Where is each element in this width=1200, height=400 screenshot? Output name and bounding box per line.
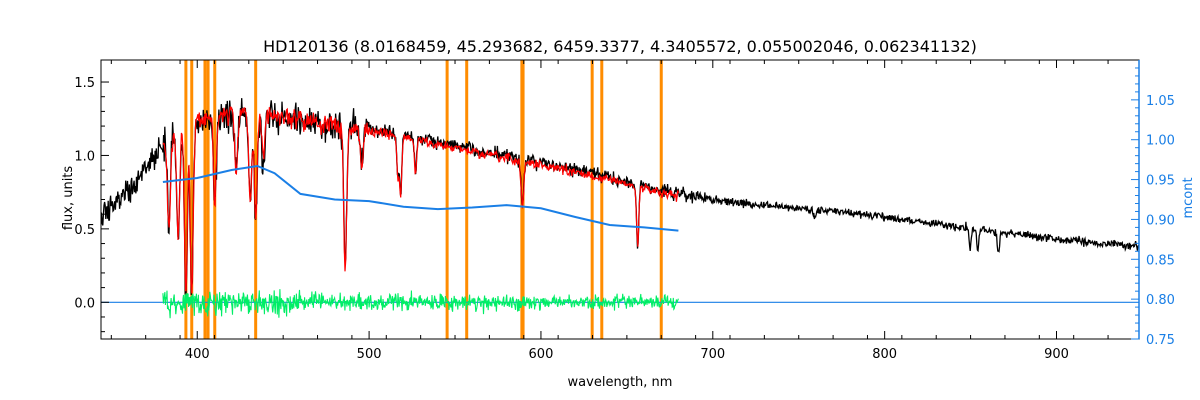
model-spectrum-line [162, 106, 679, 294]
x-tick-label: 500 [357, 347, 382, 362]
y2-tick-label: 0.80 [1146, 293, 1175, 308]
right-axis-label: mcont [1181, 177, 1196, 218]
x-tick-label: 400 [185, 347, 210, 362]
continuum-line [162, 164, 679, 232]
y-axis-label: flux, units [61, 166, 76, 231]
x-tick-label: 800 [872, 347, 897, 362]
y2-tick-label: 0.85 [1146, 253, 1175, 268]
y-tick-label: 1.5 [74, 76, 95, 91]
x-tick-label: 900 [1044, 347, 1069, 362]
x-axis-label: wavelength, nm [568, 375, 673, 390]
y-tick-label: 0.0 [74, 296, 95, 311]
x-tick-label: 600 [529, 347, 554, 362]
y2-tick-label: 0.95 [1146, 174, 1175, 189]
y2-tick-label: 1.05 [1146, 94, 1175, 109]
y2-tick-label: 0.75 [1146, 333, 1175, 348]
axes: 400 500 600 700 800 900 0.0 0.5 1.0 1.5 0.75 0.80 0.… [74, 59, 1175, 362]
y-tick-label: 0.5 [74, 223, 95, 238]
y2-tick-label: 0.90 [1146, 213, 1175, 228]
chart-title: HD120136 (8.0168459, 45.293682, 6459.337… [263, 37, 977, 56]
residual-series [101, 289, 1139, 319]
y-tick-label: 1.0 [74, 149, 95, 164]
y2-tick-label: 1.00 [1146, 134, 1175, 149]
x-tick-label: 700 [700, 347, 725, 362]
continuum-curve [162, 164, 679, 232]
residual-line [162, 289, 679, 319]
model-spectrum [162, 106, 679, 294]
